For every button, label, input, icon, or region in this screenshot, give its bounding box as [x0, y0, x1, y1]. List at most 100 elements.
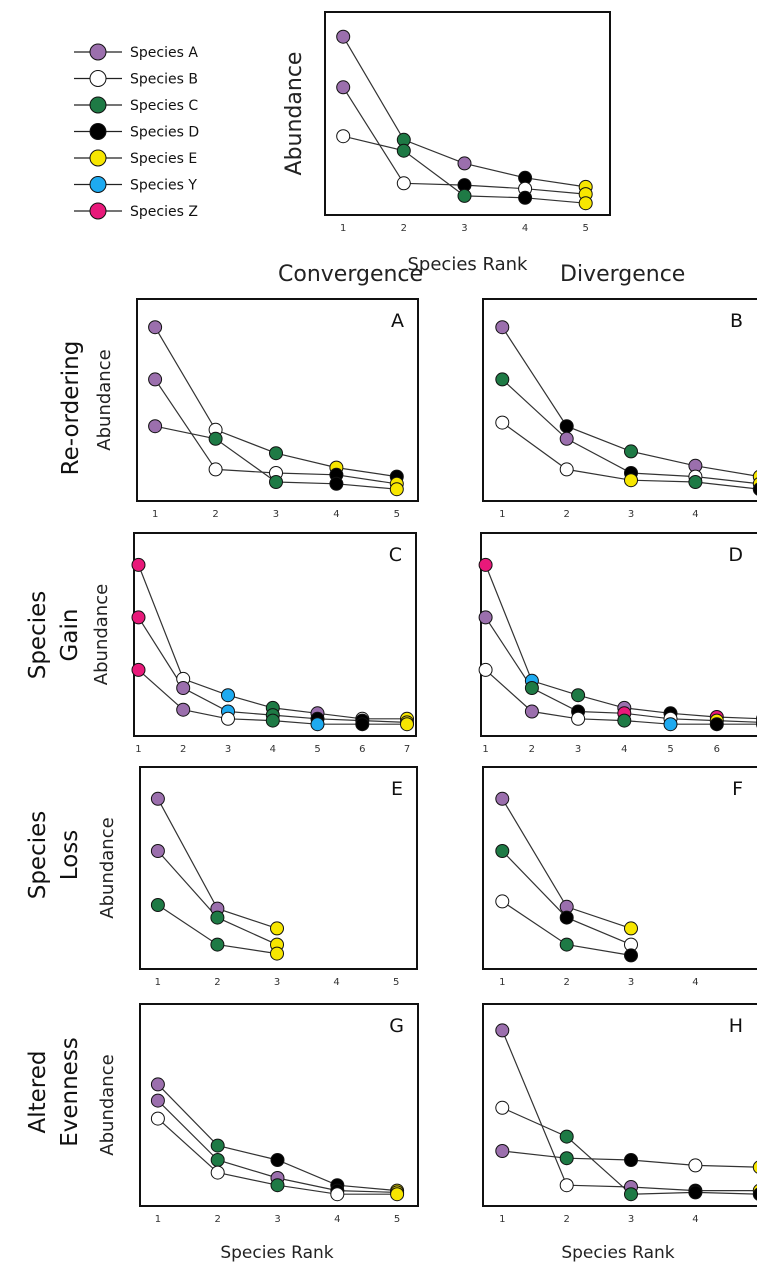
series-line	[137, 564, 407, 720]
x-tick-label: 4	[621, 744, 627, 755]
legend-item-d: Species D	[74, 123, 199, 141]
data-point-species-e	[578, 196, 593, 211]
data-point-species-c	[495, 844, 510, 858]
x-tick-label: 4	[334, 1214, 340, 1225]
x-tick-label: 2	[563, 1214, 569, 1225]
data-point-species-b	[336, 129, 351, 144]
legend-item-a: Species A	[74, 43, 198, 61]
x-tick-label: 3	[461, 223, 467, 234]
panel-frame	[482, 766, 757, 970]
data-point-species-d	[518, 190, 533, 205]
x-tick-label: 4	[522, 223, 528, 234]
legend-marker	[89, 43, 107, 61]
data-point-species-c	[150, 898, 165, 912]
data-point-species-z	[131, 557, 146, 572]
row-title-species-loss-line-2: Loss	[57, 830, 83, 880]
panel-letter: B	[730, 310, 743, 332]
y-axis-title: Abundance	[97, 1054, 118, 1155]
row-title-species-loss-line-1: Species	[25, 811, 51, 900]
x-tick-label: 4	[333, 509, 339, 520]
data-point-species-y	[663, 717, 678, 732]
data-point-species-b	[150, 1111, 165, 1126]
data-point-species-y	[221, 688, 235, 703]
data-point-species-z	[478, 557, 493, 572]
x-tick-label: 2	[212, 509, 218, 520]
legend-label: Species Y	[130, 178, 197, 194]
legend-item-b: Species B	[74, 70, 198, 88]
panel-letter: A	[391, 310, 404, 332]
x-tick-label: 1	[499, 509, 505, 520]
legend-marker	[89, 123, 107, 140]
data-point-species-c	[624, 444, 638, 459]
x-tick-label: 4	[692, 977, 698, 988]
data-point-species-b	[495, 894, 510, 909]
data-point-species-a	[336, 29, 351, 44]
data-point-species-d	[624, 948, 638, 963]
legend-marker	[89, 202, 107, 220]
data-point-species-a	[148, 320, 163, 335]
panel-e: 1 2 3 4 5 Abundance E	[97, 766, 418, 988]
x-tick-label: 4	[333, 977, 339, 988]
x-tick-label: 2	[180, 744, 186, 755]
data-point-species-b	[495, 1100, 510, 1115]
data-point-species-d	[709, 717, 724, 732]
data-point-species-a	[524, 704, 539, 719]
x-tick-label: 2	[401, 223, 407, 234]
panel-frame	[136, 298, 419, 502]
data-point-species-a	[495, 791, 510, 806]
data-point-species-d	[559, 910, 574, 925]
x-tick-label: 3	[628, 509, 634, 520]
data-point-species-c	[624, 1187, 638, 1202]
data-point-species-a	[495, 1023, 510, 1038]
row-title-species-gain-line-1: Species	[25, 591, 51, 680]
data-point-species-b	[571, 711, 586, 726]
x-tick-label: 1	[482, 744, 488, 755]
legend-item-e: Species E	[74, 149, 197, 167]
x-tick-label: 5	[394, 509, 400, 520]
data-point-species-y	[310, 717, 325, 732]
column-title-convergence: Convergence	[278, 262, 423, 287]
data-point-species-c	[457, 188, 472, 203]
panel-f: 12345F	[482, 766, 757, 988]
data-point-species-b	[210, 1165, 225, 1180]
data-point-species-c	[269, 446, 283, 461]
data-point-species-b	[559, 1178, 574, 1193]
legend-item-z: Species Z	[74, 202, 198, 220]
panels: 1 2 3 4 5 Abundance Species Rank 1 2 3 4 5 Abundance…	[91, 11, 757, 1225]
panel-letter: G	[389, 1015, 404, 1037]
legend-marker	[89, 149, 107, 167]
panel-frame	[482, 298, 757, 502]
data-point-species-a	[176, 702, 191, 717]
x-tick-label: 5	[314, 744, 320, 755]
x-tick-label: 1	[340, 223, 346, 234]
panel-letter: D	[728, 544, 743, 566]
data-point-species-a	[495, 1144, 510, 1158]
data-point-species-a	[150, 1077, 165, 1092]
data-point-species-a	[148, 419, 163, 434]
series-line	[342, 86, 586, 195]
panel-top: 1 2 3 4 5 Abundance Species Rank	[282, 11, 611, 275]
panel-frame	[139, 1003, 419, 1207]
y-axis-title: Abundance	[97, 817, 118, 918]
column-title-divergence: Divergence	[560, 262, 685, 287]
y-axis-title: Abundance	[282, 52, 307, 176]
x-tick-label: 5	[393, 977, 399, 988]
x-tick-label: 1	[155, 1214, 161, 1225]
x-tick-label: 4	[692, 509, 698, 520]
panel-b: 12345B	[482, 298, 757, 520]
legend-label: Species C	[130, 98, 198, 114]
row-title-altered-evenness-line-1: Altered	[25, 1051, 51, 1134]
panel-h: 12345H	[482, 1003, 757, 1225]
x-tick-label: 2	[529, 744, 535, 755]
data-point-species-e	[624, 473, 638, 488]
data-point-species-a	[150, 1093, 165, 1108]
series-line	[157, 850, 278, 946]
data-point-species-a	[559, 431, 574, 446]
x-axis-title: Species Rank	[408, 254, 529, 275]
data-point-species-a	[176, 681, 191, 695]
legend-item-c: Species C	[74, 96, 198, 114]
data-point-species-b	[221, 711, 235, 726]
panel-a: 1 2 3 4 5 Abundance A	[94, 298, 419, 520]
data-point-species-c	[617, 713, 632, 728]
x-tick-label: 3	[274, 1214, 280, 1225]
